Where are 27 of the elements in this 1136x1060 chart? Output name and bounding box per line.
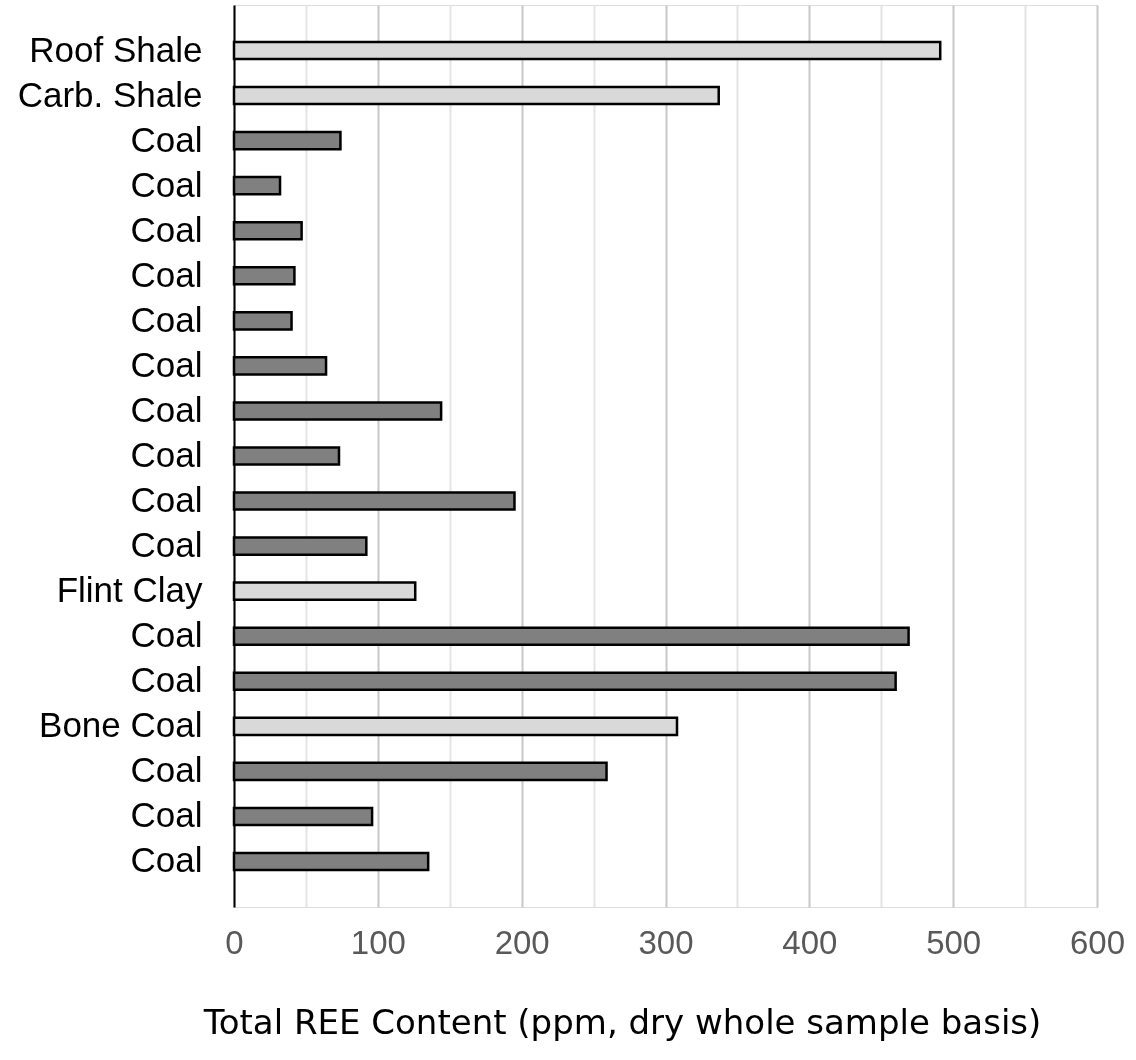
x-axis-title: Total REE Content (ppm, dry whole sample basis) <box>202 1001 1042 1042</box>
x-tick-label: 400 <box>782 923 838 961</box>
x-tick-label: 100 <box>350 923 406 961</box>
x-tick-label: 600 <box>1069 923 1126 961</box>
y-tick-label: Coal <box>130 164 203 204</box>
y-tick-label: Coal <box>130 750 203 790</box>
y-tick-label: Coal <box>130 344 203 384</box>
y-tick-label: Coal <box>130 480 203 520</box>
y-tick-label: Coal <box>130 119 203 159</box>
x-tick-label: 200 <box>494 923 550 961</box>
y-tick-label: Coal <box>130 525 203 565</box>
y-tick-label: Coal <box>130 840 203 880</box>
y-tick-label: Coal <box>130 209 203 249</box>
x-tick-label: 0 <box>225 923 244 961</box>
x-tick-label: 300 <box>638 923 694 961</box>
y-tick-label: Bone Coal <box>39 705 203 745</box>
y-tick-label: Coal <box>130 389 203 429</box>
y-tick-label: Coal <box>130 299 203 339</box>
y-tick-label: Coal <box>130 660 203 700</box>
y-tick-label: Flint Clay <box>56 570 203 610</box>
y-tick-label: Carb. Shale <box>17 74 203 114</box>
x-tick-label: 500 <box>926 923 982 961</box>
y-tick-label: Coal <box>130 615 203 655</box>
y-tick-label: Coal <box>130 435 203 474</box>
y-tick-label: Coal <box>130 795 203 835</box>
y-tick-label: Coal <box>130 254 203 294</box>
y-tick-label: Roof Shale <box>29 29 203 69</box>
